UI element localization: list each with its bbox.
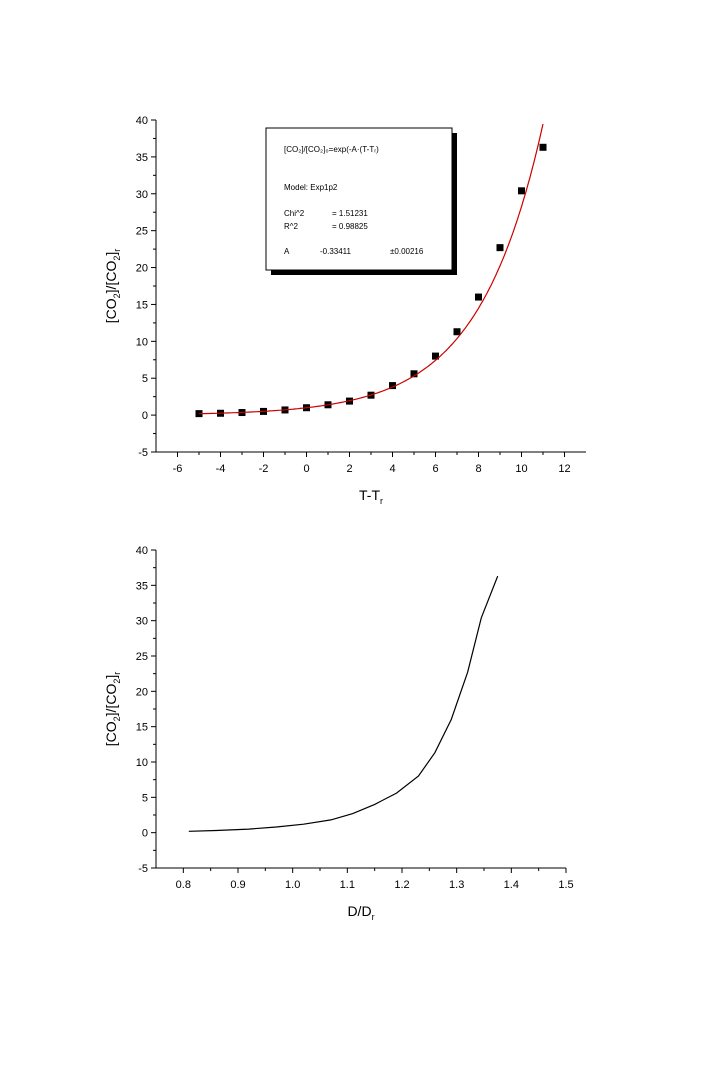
y-tick-label: 30 — [136, 189, 148, 201]
x-tick-label: 1.4 — [504, 879, 519, 891]
data-point — [496, 244, 504, 252]
y-tick-label: 40 — [136, 115, 148, 127]
chart-temperature: -5 0 5 10 15 20 25 30 35 40 -6 -4 -2 0 2 4 6 8 10 12 T-Tr [CO… — [103, 115, 586, 506]
data-point — [518, 187, 525, 195]
y-tick-label: 25 — [136, 226, 148, 238]
data-point — [389, 382, 396, 390]
y-tick-label: 30 — [136, 616, 148, 628]
y-tick-label: 40 — [136, 545, 148, 557]
y-tick-label: 20 — [136, 686, 148, 698]
data-point — [475, 293, 482, 301]
y-tick-label: 0 — [142, 828, 148, 840]
fit-curve — [199, 123, 544, 415]
y-tick-label: -5 — [138, 447, 148, 459]
x-tick-label: 0.8 — [176, 879, 191, 891]
y-tick-label: 35 — [136, 580, 148, 592]
x-tick-label: 12 — [558, 463, 570, 475]
legend-a-error: ±0.00216 — [390, 247, 424, 256]
data-line — [188, 575, 499, 832]
data-point — [432, 352, 439, 360]
x-tick-label: 1.0 — [285, 879, 300, 891]
y-tick-label: 0 — [142, 410, 148, 422]
x-axis-title: D/Dr — [347, 903, 374, 922]
y-tick-label: 15 — [136, 722, 148, 734]
x-tick-label: 1.2 — [394, 879, 409, 891]
data-point — [539, 143, 547, 151]
y-axis-title: [CO2]/[CO2]r — [103, 672, 122, 746]
data-point — [410, 370, 418, 378]
y-tick-label: 25 — [136, 651, 148, 663]
data-point — [453, 328, 461, 336]
x-tick-label: 1.5 — [558, 879, 573, 891]
legend-chi-label: Chi^2 — [284, 209, 305, 218]
chart-density: -5 0 5 10 15 20 25 30 35 40 0.8 0.9 1.0 1.1 1.2 1.3 1.4 1… — [103, 545, 574, 922]
legend-r-label: R^2 — [284, 222, 299, 231]
y-tick-label: -5 — [138, 863, 148, 875]
x-tick-label: 6 — [432, 463, 438, 475]
x-axis-title: T-Tr — [359, 487, 383, 506]
x-tick-label: 4 — [389, 463, 395, 475]
legend-r-value: = 0.98825 — [332, 222, 368, 231]
y-tick-label: 35 — [136, 152, 148, 164]
x-tick-label: 10 — [515, 463, 527, 475]
legend-chi-value: = 1.51231 — [332, 209, 368, 218]
x-tick-label: -6 — [173, 463, 183, 475]
y-tick-label: 15 — [136, 299, 148, 311]
y-tick-label: 10 — [136, 336, 148, 348]
x-tick-label: 0.9 — [230, 879, 245, 891]
x-tick-label: 1.1 — [340, 879, 355, 891]
y-axis-title: [CO2]/[CO2]r — [103, 249, 122, 323]
legend-equation: [CO₂]/[CO₂]₀=exp(-A·(T-Tᵣ) — [284, 145, 379, 154]
x-tick-label: -4 — [216, 463, 226, 475]
y-tick-label: 5 — [142, 792, 148, 804]
y-tick-label: 10 — [136, 757, 148, 769]
legend-model: Model: Exp1p2 — [284, 183, 338, 192]
x-tick-label: 1.3 — [449, 879, 464, 891]
x-tick-label: 2 — [346, 463, 352, 475]
legend-box — [265, 127, 453, 271]
x-tick-label: 0 — [303, 463, 309, 475]
y-tick-label: 20 — [136, 263, 148, 275]
legend-a-value: -0.33411 — [320, 247, 352, 256]
x-tick-label: 8 — [475, 463, 481, 475]
x-tick-label: -2 — [259, 463, 269, 475]
legend-a-label: A — [284, 247, 290, 256]
y-tick-label: 5 — [142, 373, 148, 385]
